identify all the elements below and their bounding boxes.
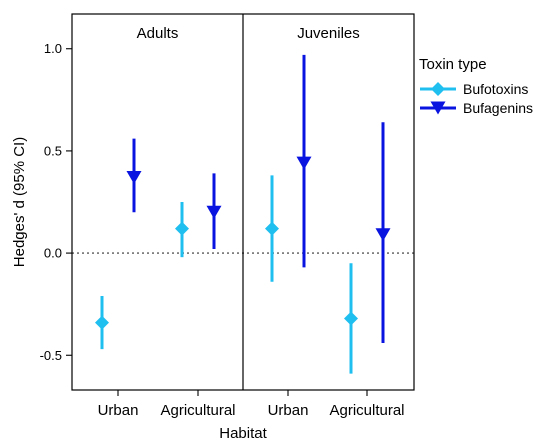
x-tick-label: Agricultural	[160, 402, 235, 419]
y-axis-title: Hedges' d (95% CI)	[11, 137, 28, 267]
point-juveniles-bufagenins-urban	[297, 157, 312, 170]
y-tick-label: -0.5	[40, 348, 62, 363]
legend: Toxin type Bufotoxins Bufagenins	[419, 56, 533, 116]
y-tick-label: 1.0	[44, 41, 62, 56]
point-adults-bufotoxins-urban	[95, 316, 109, 330]
y-tick-label: 0.5	[44, 143, 62, 158]
x-tick-label: Urban	[268, 402, 309, 419]
x-tick-label: Urban	[98, 402, 139, 419]
point-juveniles-bufotoxins-agricultural	[344, 311, 358, 325]
point-juveniles-bufotoxins-urban	[265, 222, 279, 236]
legend-label-bufagenins: Bufagenins	[463, 100, 533, 116]
x-tick-label: Agricultural	[329, 402, 404, 419]
point-adults-bufagenins-agricultural	[207, 206, 222, 219]
point-adults-bufagenins-urban	[127, 171, 142, 184]
legend-label-bufotoxins: Bufotoxins	[463, 81, 528, 97]
legend-title: Toxin type	[419, 56, 487, 73]
point-juveniles-bufagenins-agricultural	[376, 228, 391, 241]
panel-title-juveniles: Juveniles	[297, 25, 360, 42]
panel-title-adults: Adults	[137, 25, 179, 42]
legend-marker-bufotoxins	[431, 82, 445, 96]
y-tick-label: 0.0	[44, 246, 62, 261]
x-axis-title: Habitat	[219, 425, 267, 442]
point-adults-bufotoxins-agricultural	[175, 222, 189, 236]
